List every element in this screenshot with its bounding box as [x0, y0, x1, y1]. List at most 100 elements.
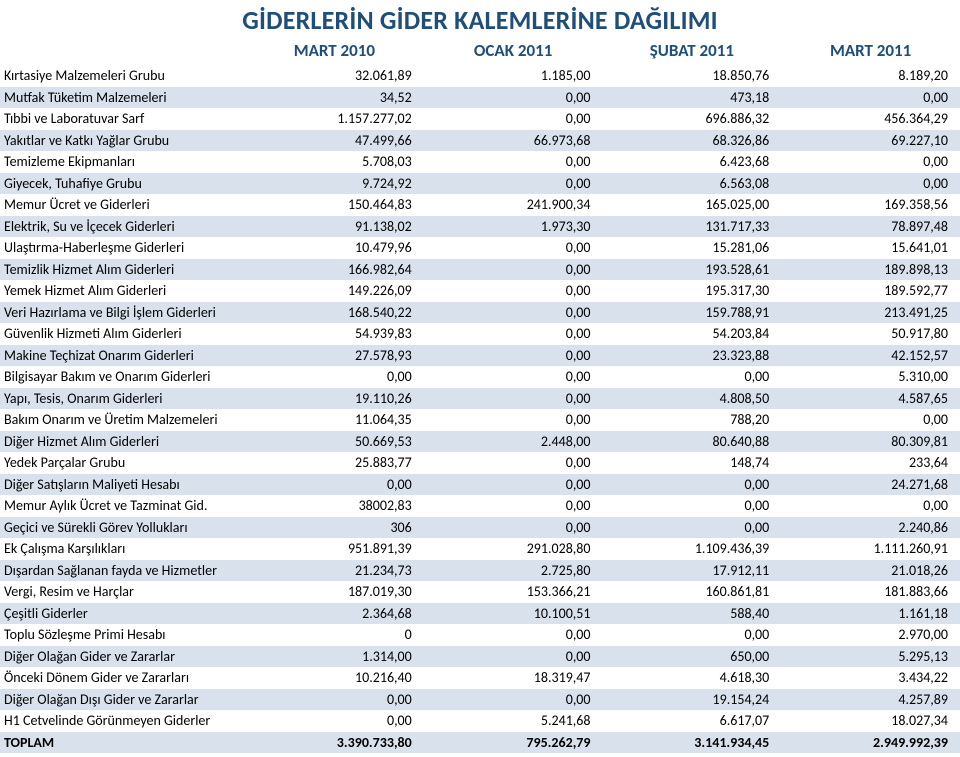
row-label: Mutfak Tüketim Malzemeleri — [0, 87, 245, 109]
row-label: Makine Teçhizat Onarım Giderleri — [0, 345, 245, 367]
cell-value: 0,00 — [603, 366, 782, 388]
row-label: Memur Ücret ve Giderleri — [0, 194, 245, 216]
cell-value: 1.111.260,91 — [781, 538, 960, 560]
cell-value: 0,00 — [424, 388, 603, 410]
cell-value: 696.886,32 — [603, 108, 782, 130]
cell-value: 0,00 — [424, 452, 603, 474]
cell-value: 0,00 — [781, 409, 960, 431]
cell-value: 169.358,56 — [781, 194, 960, 216]
col-header-label — [0, 38, 245, 65]
cell-value: 0,00 — [424, 237, 603, 259]
cell-value: 148,74 — [603, 452, 782, 474]
cell-value: 15.281,06 — [603, 237, 782, 259]
cell-value: 0,00 — [424, 259, 603, 281]
table-row: Temizleme Ekipmanları5.708,030,006.423,6… — [0, 151, 960, 173]
table-row: Yakıtlar ve Katkı Yağlar Grubu47.499,666… — [0, 130, 960, 152]
table-row: Giyecek, Tuhafiye Grubu9.724,920,006.563… — [0, 173, 960, 195]
row-label: Bakım Onarım ve Üretim Malzemeleri — [0, 409, 245, 431]
cell-value: 15.641,01 — [781, 237, 960, 259]
cell-value: 788,20 — [603, 409, 782, 431]
cell-value: 66.973,68 — [424, 130, 603, 152]
col-header-3: ŞUBAT 2011 — [603, 38, 782, 65]
table-row: Güvenlik Hizmeti Alım Giderleri54.939,83… — [0, 323, 960, 345]
cell-value: 54.939,83 — [245, 323, 424, 345]
table-row: Ulaştırma-Haberleşme Giderleri10.479,960… — [0, 237, 960, 259]
row-label: H1 Cetvelinde Görünmeyen Giderler — [0, 710, 245, 732]
cell-value: 0,00 — [424, 87, 603, 109]
cell-value: 2.949.992,39 — [781, 732, 960, 754]
cell-value: 0,00 — [424, 624, 603, 646]
cell-value: 11.064,35 — [245, 409, 424, 431]
cell-value: 34,52 — [245, 87, 424, 109]
cell-value: 0,00 — [603, 474, 782, 496]
cell-value: 2.725,80 — [424, 560, 603, 582]
cell-value: 78.897,48 — [781, 216, 960, 238]
cell-value: 5.295,13 — [781, 646, 960, 668]
row-label: Temizlik Hizmet Alım Giderleri — [0, 259, 245, 281]
cell-value: 54.203,84 — [603, 323, 782, 345]
cell-value: 5.708,03 — [245, 151, 424, 173]
table-row: Kırtasiye Malzemeleri Grubu32.061,891.18… — [0, 65, 960, 87]
row-label: Temizleme Ekipmanları — [0, 151, 245, 173]
cell-value: 0,00 — [781, 495, 960, 517]
cell-value: 0,00 — [424, 474, 603, 496]
cell-value: 0,00 — [781, 173, 960, 195]
row-label: Ek Çalışma Karşılıkları — [0, 538, 245, 560]
cell-value: 0,00 — [245, 689, 424, 711]
cell-value: 1.157.277,02 — [245, 108, 424, 130]
cell-value: 21.234,73 — [245, 560, 424, 582]
cell-value: 149.226,09 — [245, 280, 424, 302]
cell-value: 291.028,80 — [424, 538, 603, 560]
row-label: Yapı, Tesis, Onarım Giderleri — [0, 388, 245, 410]
cell-value: 0,00 — [245, 710, 424, 732]
cell-value: 1.314,00 — [245, 646, 424, 668]
cell-value: 0,00 — [424, 409, 603, 431]
cell-value: 18.850,76 — [603, 65, 782, 87]
cell-value: 0,00 — [424, 108, 603, 130]
row-label: Ulaştırma-Haberleşme Giderleri — [0, 237, 245, 259]
cell-value: 4.808,50 — [603, 388, 782, 410]
cell-value: 2.240,86 — [781, 517, 960, 539]
cell-value: 3.390.733,80 — [245, 732, 424, 754]
cell-value: 24.271,68 — [781, 474, 960, 496]
page-title: GİDERLERİN GİDER KALEMLERİNE DAĞILIMI — [0, 0, 960, 38]
cell-value: 17.912,11 — [603, 560, 782, 582]
cell-value: 150.464,83 — [245, 194, 424, 216]
cell-value: 0,00 — [603, 624, 782, 646]
cell-value: 10.479,96 — [245, 237, 424, 259]
cell-value: 0,00 — [424, 646, 603, 668]
cell-value: 21.018,26 — [781, 560, 960, 582]
cell-value: 68.326,86 — [603, 130, 782, 152]
row-label: Vergi, Resim ve Harçlar — [0, 581, 245, 603]
table-row: Geçici ve Sürekli Görev Yollukları3060,0… — [0, 517, 960, 539]
cell-value: 18.027,34 — [781, 710, 960, 732]
table-row: Diğer Olağan Dışı Gider ve Zararlar0,000… — [0, 689, 960, 711]
cell-value: 80.640,88 — [603, 431, 782, 453]
cell-value: 187.019,30 — [245, 581, 424, 603]
table-row: Vergi, Resim ve Harçlar187.019,30153.366… — [0, 581, 960, 603]
cell-value: 8.189,20 — [781, 65, 960, 87]
cell-value: 0,00 — [424, 495, 603, 517]
cell-value: 18.319,47 — [424, 667, 603, 689]
row-label: Veri Hazırlama ve Bilgi İşlem Giderleri — [0, 302, 245, 324]
cell-value: 1.161,18 — [781, 603, 960, 625]
cell-value: 193.528,61 — [603, 259, 782, 281]
cell-value: 0,00 — [424, 366, 603, 388]
cell-value: 588,40 — [603, 603, 782, 625]
cell-value: 2.448,00 — [424, 431, 603, 453]
table-row: Veri Hazırlama ve Bilgi İşlem Giderleri1… — [0, 302, 960, 324]
cell-value: 6.617,07 — [603, 710, 782, 732]
cell-value: 181.883,66 — [781, 581, 960, 603]
table-row: Mutfak Tüketim Malzemeleri34,520,00473,1… — [0, 87, 960, 109]
cell-value: 4.257,89 — [781, 689, 960, 711]
row-label: Kırtasiye Malzemeleri Grubu — [0, 65, 245, 87]
cell-value: 0,00 — [424, 151, 603, 173]
cell-value: 189.898,13 — [781, 259, 960, 281]
cell-value: 0,00 — [245, 474, 424, 496]
cell-value: 2.364,68 — [245, 603, 424, 625]
cell-value: 951.891,39 — [245, 538, 424, 560]
cell-value: 50.669,53 — [245, 431, 424, 453]
cell-value: 6.423,68 — [603, 151, 782, 173]
cell-value: 1.973,30 — [424, 216, 603, 238]
cell-value: 42.152,57 — [781, 345, 960, 367]
